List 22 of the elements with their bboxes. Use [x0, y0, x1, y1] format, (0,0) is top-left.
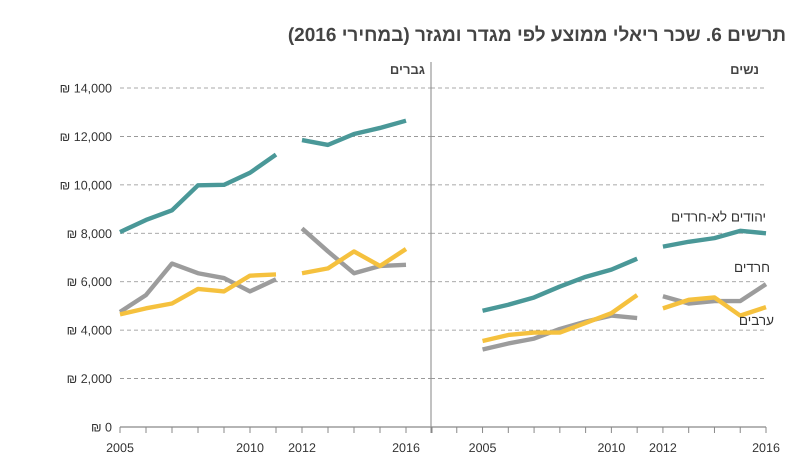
y-tick-label: ₪ 6,000 [66, 275, 112, 290]
y-tick-label: ₪ 4,000 [66, 324, 112, 338]
x-tick-label: 2010 [236, 441, 264, 455]
x-tick-label: 2016 [752, 441, 780, 455]
x-tick-label: 2012 [649, 441, 677, 455]
x-tick-label: 2005 [468, 441, 496, 455]
title: תרשים 6. שכר ריאלי ממוצע לפי מגדר ומגזר (במחירי 2016) [288, 25, 786, 46]
y-tick-label: ₪ 10,000 [60, 178, 112, 192]
y-tick-label: ₪ 14,000 [60, 82, 112, 96]
y-tick-label: ₪ 0 [90, 420, 112, 434]
subtitle: גברים [390, 62, 425, 77]
x-tick-label: 2010 [597, 441, 626, 455]
y-tick-label: ₪ 2,000 [66, 372, 112, 386]
x-tick-label: 2005 [106, 441, 134, 455]
series-name: חרדים [734, 260, 770, 276]
x-tick-label: 2012 [288, 441, 316, 455]
subtitle: נשים [730, 62, 759, 77]
y-tick-label: ₪ 8,000 [66, 226, 112, 241]
series-name: ערבים [738, 313, 774, 328]
y-tick-label: ₪ 12,000 [60, 130, 112, 144]
x-tick-label: 2016 [392, 441, 420, 455]
series-name: יהודים לא-חרדים [670, 209, 766, 224]
